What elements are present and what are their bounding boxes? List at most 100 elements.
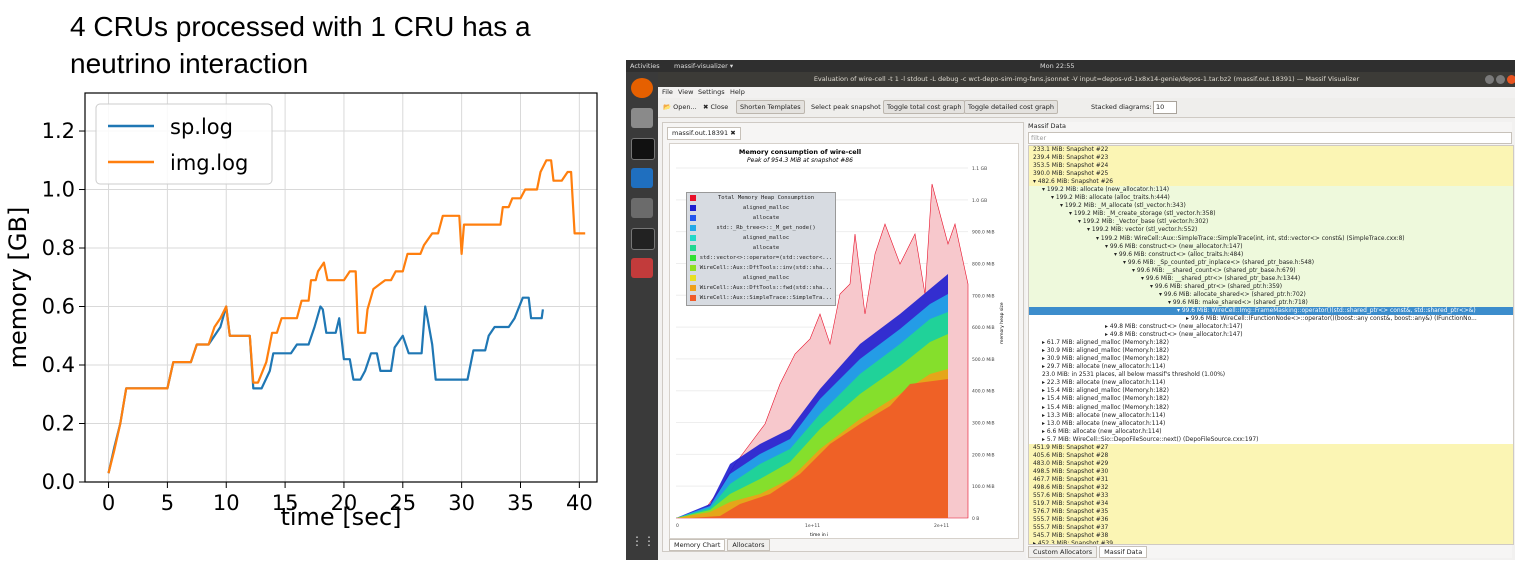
tab-memory-chart[interactable]: Memory Chart [669, 539, 726, 551]
tree-row[interactable]: ▾ 99.6 MiB: construct<> (new_allocator.h… [1029, 242, 1513, 251]
massif-y-tick: 300.0 MiB [972, 421, 995, 427]
tree-row[interactable]: 498.5 MiB: Snapshot #30 [1029, 467, 1513, 476]
monitor-icon[interactable] [631, 228, 655, 250]
tree-row[interactable]: ▾ 99.6 MiB: make_shared<> (shared_ptr.h:… [1029, 298, 1513, 307]
menu-help[interactable]: Help [730, 88, 745, 96]
massif-legend-swatch [690, 255, 696, 261]
close-button[interactable]: ✖ Close [703, 103, 729, 111]
x-tick-label: 20 [331, 491, 358, 515]
massif-data-header: Massif Data [1028, 122, 1067, 130]
massif-legend-item: allocate [687, 213, 835, 223]
tree-row[interactable]: 233.1 MiB: Snapshot #22 [1029, 146, 1513, 155]
tab-allocators[interactable]: Allocators [727, 539, 770, 551]
tree-row[interactable]: 451.9 MiB: Snapshot #27 [1029, 443, 1513, 452]
plot-frame [84, 92, 598, 483]
terminal-icon[interactable] [631, 138, 655, 160]
tree-row[interactable]: ▸ 452.3 MiB: Snapshot #39 [1029, 540, 1513, 544]
firefox-icon[interactable] [631, 78, 653, 98]
vscode-icon[interactable] [631, 168, 653, 188]
tree-row[interactable]: ▸ 30.9 MiB: aligned_malloc (Memory.h:182… [1029, 355, 1513, 364]
tree-row[interactable]: ▾ 199.2 MiB: allocate (new_allocator.h:1… [1029, 186, 1513, 195]
tree-row[interactable]: 353.5 MiB: Snapshot #24 [1029, 162, 1513, 171]
tree-row[interactable]: ▾ 99.6 MiB: __shared_ptr<> (shared_ptr_b… [1029, 274, 1513, 283]
tree-row[interactable]: ▸ 49.8 MiB: construct<> (new_allocator.h… [1029, 331, 1513, 340]
tree-row[interactable]: ▾ 99.6 MiB: __shared_count<> (shared_ptr… [1029, 266, 1513, 275]
massif-y-tick: 100.0 MiB [972, 484, 995, 490]
tree-row[interactable]: ▸ 13.0 MiB: allocate (new_allocator.h:11… [1029, 419, 1513, 428]
tree-row[interactable]: ▾ 199.2 MiB: _M_create_storage (stl_vect… [1029, 210, 1513, 219]
massif-legend-swatch [690, 285, 696, 291]
massif-legend-item: WireCell::Aux::DftTools::fwd(std::sha... [687, 283, 835, 293]
tree-row[interactable]: ▾ 99.6 MiB: allocate_shared<> (shared_pt… [1029, 290, 1513, 299]
tree-row[interactable]: ▸ 22.3 MiB: allocate (new_allocator.h:11… [1029, 379, 1513, 388]
application-dock: ⋮⋮ [626, 72, 658, 560]
tree-row[interactable]: 545.7 MiB: Snapshot #38 [1029, 532, 1513, 541]
tree-row[interactable]: ▾ 99.6 MiB: _Sp_counted_ptr_inplace<> (s… [1029, 258, 1513, 267]
tree-row[interactable]: 390.0 MiB: Snapshot #25 [1029, 170, 1513, 179]
stacked-diagrams-spinbox[interactable]: 10 [1153, 101, 1177, 114]
activities-button[interactable]: Activities [630, 62, 660, 70]
massif-visualizer-window: Activities massif-visualizer ▾ Mon 22:55… [626, 60, 1515, 560]
tree-row[interactable]: 239.4 MiB: Snapshot #23 [1029, 154, 1513, 163]
tab-custom-allocators[interactable]: Custom Allocators [1028, 546, 1098, 558]
tree-row[interactable]: 557.6 MiB: Snapshot #33 [1029, 492, 1513, 501]
tree-row[interactable]: 555.7 MiB: Snapshot #37 [1029, 524, 1513, 533]
close-icon[interactable] [1507, 75, 1515, 84]
menu-file[interactable]: File [662, 88, 673, 96]
tree-row[interactable]: 576.7 MiB: Snapshot #35 [1029, 508, 1513, 517]
tree-row[interactable]: 405.6 MiB: Snapshot #28 [1029, 451, 1513, 460]
minimize-icon[interactable] [1485, 75, 1494, 84]
tree-row[interactable]: ▸ 61.7 MiB: aligned_malloc (Memory.h:182… [1029, 339, 1513, 348]
clock[interactable]: Mon 22:55 [1040, 62, 1075, 70]
tree-row[interactable]: 498.6 MiB: Snapshot #32 [1029, 483, 1513, 493]
tex-icon[interactable] [631, 198, 653, 218]
apps-grid-icon[interactable]: ⋮⋮ [631, 534, 655, 548]
tree-row[interactable]: ▾ 199.2 MiB: _Vector_base (stl_vector.h:… [1029, 218, 1513, 227]
chart-bottom-tabs: Memory Chart Allocators [669, 539, 772, 551]
tree-row[interactable]: 519.7 MiB: Snapshot #34 [1029, 500, 1513, 509]
tree-row[interactable]: ▾ 99.6 MiB: WireCell::Img::FrameMasking:… [1029, 306, 1513, 315]
tree-row[interactable]: ▸ 6.6 MiB: allocate (new_allocator.h:114… [1029, 427, 1513, 436]
toggle-total-button[interactable]: Toggle total cost graph [883, 100, 966, 114]
tree-row[interactable]: ▸ 15.4 MiB: aligned_malloc (Memory.h:182… [1029, 387, 1513, 396]
tree-row[interactable]: 555.7 MiB: Snapshot #36 [1029, 516, 1513, 525]
tree-row[interactable]: 23.0 MiB: in 2531 places, all below mass… [1029, 371, 1513, 380]
tree-row[interactable]: ▸ 99.6 MiB: WireCell::IFunctionNode<>::o… [1029, 314, 1513, 324]
tree-row[interactable]: ▾ 99.6 MiB: construct<> (alloc_traits.h:… [1029, 250, 1513, 259]
select-peak-button[interactable]: Select peak snapshot [811, 103, 881, 111]
tree-row[interactable]: ▸ 29.7 MiB: allocate (new_allocator.h:11… [1029, 363, 1513, 372]
filter-input[interactable]: filter [1028, 132, 1512, 144]
tree-row[interactable]: ▸ 30.9 MiB: aligned_malloc (Memory.h:182… [1029, 347, 1513, 356]
tree-row[interactable]: ▸ 15.4 MiB: aligned_malloc (Memory.h:182… [1029, 395, 1513, 404]
massif-y-tick: 400.0 MiB [972, 389, 995, 395]
tree-row[interactable]: ▾ 482.6 MiB: Snapshot #26 [1029, 178, 1513, 187]
tab-massif-data[interactable]: Massif Data [1099, 546, 1148, 558]
tree-row[interactable]: ▸ 5.7 MiB: WireCell::Sio::DepoFileSource… [1029, 435, 1513, 444]
files-icon[interactable] [631, 108, 653, 128]
toggle-detailed-button[interactable]: Toggle detailed cost graph [964, 100, 1059, 114]
open-button[interactable]: 📂 Open... [663, 103, 697, 111]
tree-row[interactable]: ▸ 15.4 MiB: aligned_malloc (Memory.h:182… [1029, 403, 1513, 412]
legend-label: img.log [170, 151, 248, 175]
app-menu[interactable]: massif-visualizer ▾ [674, 62, 734, 70]
massif-legend-swatch [690, 225, 696, 231]
tree-row[interactable]: ▾ 199.2 MiB: WireCell::Aux::SimpleTrace:… [1029, 234, 1513, 243]
tree-row[interactable]: ▸ 13.3 MiB: allocate (new_allocator.h:11… [1029, 411, 1513, 420]
file-tab[interactable]: massif.out.18391 ✖ [667, 127, 741, 140]
massif-y-tick: 0 B [972, 516, 979, 522]
massif-stack-layer [690, 379, 948, 518]
menu-view[interactable]: View [678, 88, 694, 96]
tree-row[interactable]: ▸ 49.8 MiB: construct<> (new_allocator.h… [1029, 323, 1513, 332]
shorten-templates-button[interactable]: Shorten Templates [736, 100, 805, 114]
menu-settings[interactable]: Settings [698, 88, 725, 96]
maximize-icon[interactable] [1496, 75, 1505, 84]
massif-icon[interactable] [631, 258, 653, 278]
massif-legend-item: std::vector<>::operator=(std::vector<... [687, 253, 835, 263]
tree-row[interactable]: ▾ 99.6 MiB: shared_ptr<> (shared_ptr.h:3… [1029, 282, 1513, 291]
tree-row[interactable]: ▾ 199.2 MiB: vector (stl_vector.h:552) [1029, 226, 1513, 235]
tree-row[interactable]: 467.7 MiB: Snapshot #31 [1029, 475, 1513, 484]
massif-legend-item: WireCell::Aux::SimpleTrace::SimpleTra... [687, 293, 835, 303]
tree-row[interactable]: ▾ 199.2 MiB: allocate (alloc_traits.h:44… [1029, 194, 1513, 203]
tree-row[interactable]: ▾ 199.2 MiB: _M_allocate (stl_vector.h:3… [1029, 202, 1513, 211]
tree-row[interactable]: 483.0 MiB: Snapshot #29 [1029, 459, 1513, 468]
